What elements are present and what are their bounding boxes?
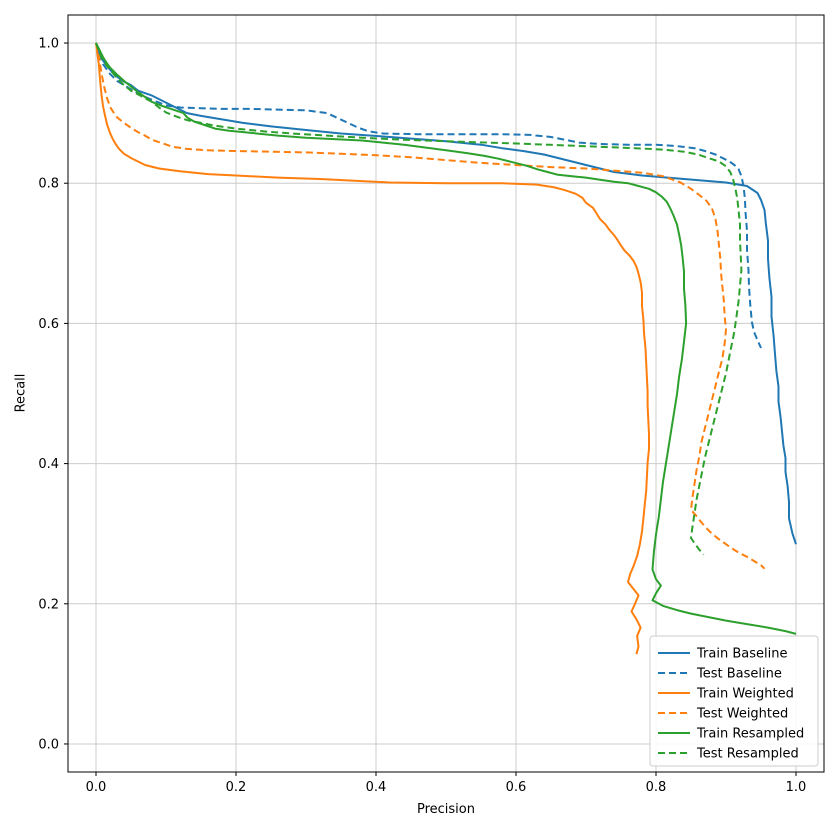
legend-label: Train Baseline: [696, 647, 787, 662]
y-tick-label: 0.4: [38, 457, 59, 472]
legend-label: Train Resampled: [696, 727, 804, 742]
series-train-baseline: [95, 42, 797, 545]
legend-label: Test Baseline: [696, 667, 782, 682]
series-train-resampled: [95, 42, 797, 635]
legend-label: Test Weighted: [696, 707, 788, 722]
legend-frame: [649, 635, 819, 767]
legend-item: Test Resampled: [658, 747, 799, 762]
x-tick-label: 1.0: [786, 780, 807, 795]
x-axis-label: Precision: [416, 802, 475, 817]
legend-item: Test Weighted: [658, 707, 788, 722]
plot-frame: [67, 14, 825, 773]
series-test-weighted: [95, 42, 766, 570]
legend-label: Test Resampled: [696, 747, 799, 762]
legend-item: Test Baseline: [658, 667, 782, 682]
legend-item: Train Weighted: [658, 687, 794, 702]
x-tick-label: 0.4: [366, 780, 387, 795]
legend: Train Baseline Test Baseline Train Weighte…: [649, 635, 819, 767]
y-tick-label: 0.0: [38, 737, 59, 752]
y-tick-label: 0.2: [38, 597, 59, 612]
legend-item: Train Resampled: [658, 727, 804, 742]
y-axis-label: Recall: [13, 373, 29, 413]
series-test-baseline: [95, 42, 762, 349]
x-tick-label: 0.6: [506, 780, 527, 795]
legend-item: Train Baseline: [658, 647, 787, 662]
legend-label: Train Weighted: [696, 687, 794, 702]
x-tick-label: 0.0: [86, 780, 107, 795]
series-test-resampled: [95, 42, 743, 556]
series-train-weighted: [95, 42, 650, 655]
y-tick-label: 1.0: [38, 37, 59, 52]
y-tick-label: 0.8: [38, 177, 59, 192]
x-tick-label: 0.2: [226, 780, 247, 795]
y-tick-label: 0.6: [38, 317, 59, 332]
x-tick-label: 0.8: [646, 780, 667, 795]
